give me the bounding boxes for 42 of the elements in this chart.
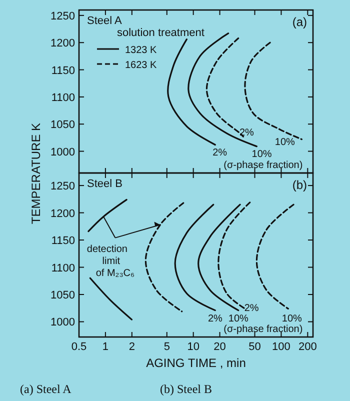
annotation: 10%	[228, 313, 249, 324]
annotation: 2%	[208, 313, 223, 324]
y-tick-label: 1000	[50, 146, 75, 158]
y-tick-label: 1150	[51, 235, 75, 248]
x-tick-label: 0.5	[71, 341, 87, 353]
legend-label: 1323 K	[125, 45, 158, 56]
y-axis-title: TEMPERATURE K	[29, 122, 43, 224]
annotation: (b)	[292, 178, 307, 192]
annotation: 2%	[244, 303, 259, 314]
y-tick-label: 1100	[51, 92, 75, 104]
annotation: 10%	[282, 313, 302, 324]
x-tick-label: 50	[248, 341, 261, 353]
x-axis-title: AGING TIME , min	[146, 356, 246, 370]
annotation: (σ-phase fraction)	[224, 160, 303, 171]
legend-label: 1623 K	[125, 60, 158, 71]
annotation: detection limit of M₂₃C₆	[86, 244, 135, 279]
chart-title: Steel A	[87, 15, 123, 27]
y-tick-label: 1000	[50, 316, 75, 329]
y-tick-label: 1050	[50, 290, 75, 302]
x-tick-label: 5	[164, 341, 170, 353]
x-tick-label: 10	[187, 341, 200, 353]
y-tick-label: 1250	[50, 180, 75, 193]
x-tick-label: 1	[102, 341, 109, 353]
text: (a) Steel A	[20, 382, 72, 396]
text: (b) Steel B	[160, 382, 212, 396]
y-tick-label: 1200	[50, 208, 75, 220]
y-tick-label: 1250	[50, 10, 75, 22]
x-tick-label: 20	[214, 341, 226, 353]
x-tick-label: 200	[298, 341, 317, 353]
annotation: (a)	[292, 15, 307, 29]
annotation: 10%	[274, 137, 296, 148]
annotation: (σ-phase fraction)	[224, 324, 303, 335]
y-tick-label: 1100	[51, 262, 75, 274]
annotation: 10%	[252, 148, 272, 160]
y-tick-label: 1200	[50, 38, 75, 50]
legend-title: solution treatment	[117, 27, 204, 39]
text: Steel B	[87, 178, 122, 190]
x-tick-label: 2	[128, 341, 135, 353]
annotation: 2%	[212, 147, 228, 158]
y-tick-label: 1150	[51, 64, 75, 77]
x-tick-label: 100	[272, 341, 290, 353]
y-tick-label: 1050	[50, 119, 75, 132]
